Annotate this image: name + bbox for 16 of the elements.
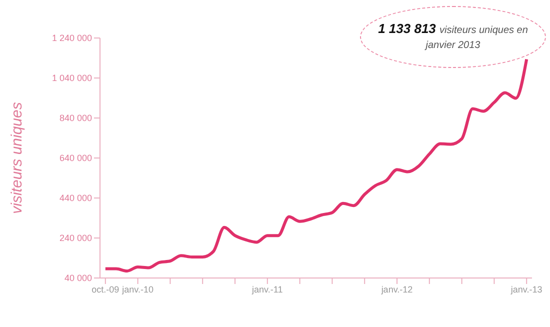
- x-tick-label: janv.-12: [380, 284, 413, 294]
- x-tick-label: janv.-11: [251, 284, 283, 294]
- ellipse-callout: 1 133 813 visiteurs uniques en janvier 2013: [360, 6, 546, 68]
- y-tick-label: 40 000: [64, 273, 92, 284]
- y-tick-label: 240 000: [59, 233, 92, 244]
- y-tick-label: 440 000: [59, 193, 92, 204]
- x-tick-label: oct.-09: [92, 284, 120, 294]
- y-tick-label: 1 040 000: [52, 73, 92, 84]
- x-tick-label: janv.-10: [121, 284, 154, 294]
- y-tick-label: 640 000: [59, 153, 92, 164]
- y-axis-title: visiteurs uniques: [8, 102, 26, 214]
- annotation: 1 133 813 visiteurs uniques en janvier 2013: [377, 21, 529, 53]
- x-tick-label: janv.-13: [510, 284, 542, 294]
- y-tick-label: 1 240 000: [52, 33, 92, 44]
- line-series: [104, 58, 528, 272]
- y-tick-label: 840 000: [59, 113, 92, 124]
